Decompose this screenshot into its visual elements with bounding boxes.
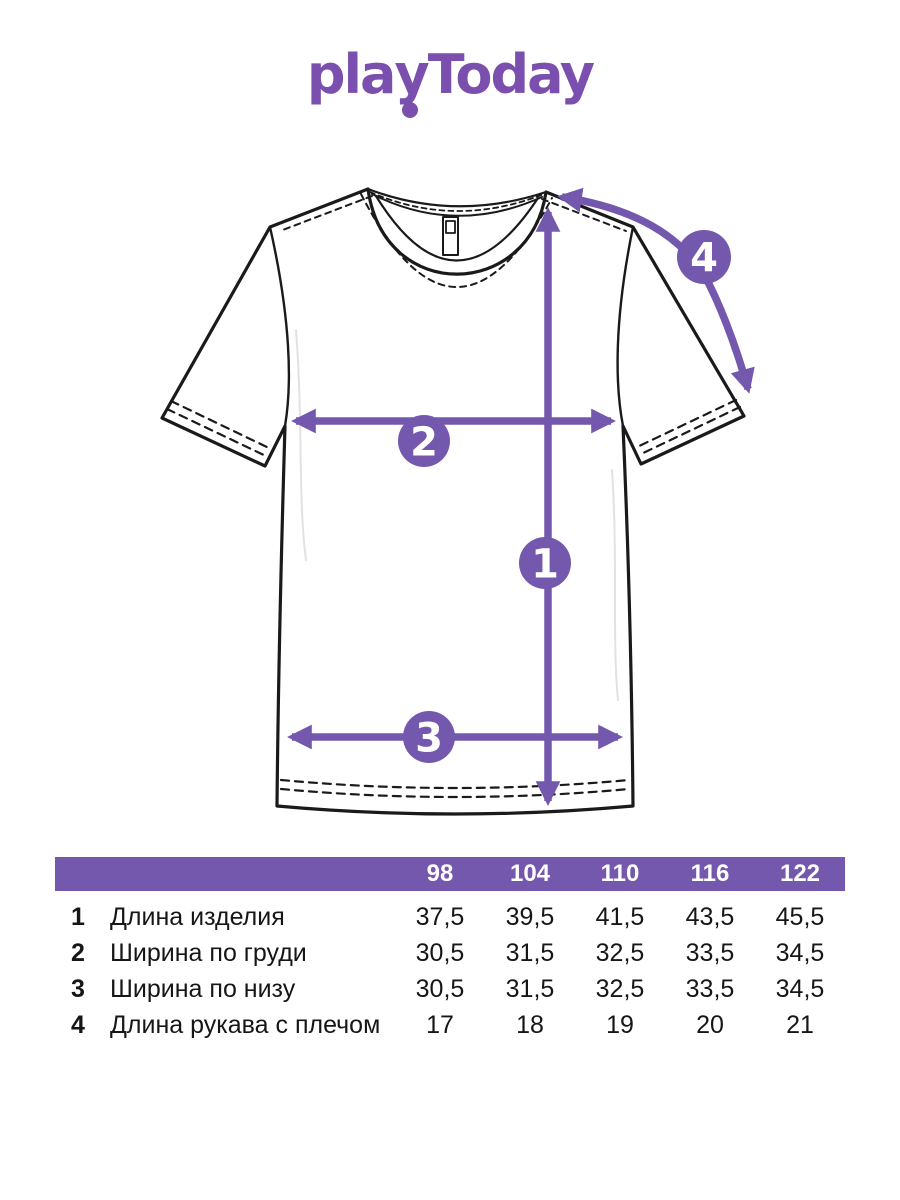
size-column-header: 116 xyxy=(690,860,730,887)
badge-1-label: 1 xyxy=(531,541,559,587)
bottom-hem-stitches xyxy=(279,778,631,799)
collar xyxy=(360,187,553,288)
tshirt-measurement-diagram: 1 2 3 4 xyxy=(0,150,900,850)
row-value: 21 xyxy=(786,1010,814,1039)
row-value: 41,5 xyxy=(595,902,645,931)
table-row-sleeve-length: 4 Длина рукава с плечом 17 18 19 20 21 xyxy=(55,1007,845,1043)
row-value: 31,5 xyxy=(505,938,555,967)
brand-logo-y-with-dot-icon: y xyxy=(394,43,430,118)
row-label: Длина рукава с плечом xyxy=(110,1010,381,1039)
row-value: 18 xyxy=(516,1010,544,1039)
badge-4: 4 xyxy=(677,230,731,284)
table-row-bottom-width: 3 Ширина по низу 30,5 31,5 32,5 33,5 34,… xyxy=(55,971,845,1007)
badge-3: 3 xyxy=(403,711,455,763)
row-value: 31,5 xyxy=(505,974,555,1003)
row-number: 4 xyxy=(71,1010,85,1039)
row-value: 33,5 xyxy=(685,974,735,1003)
brand-logo: playToday xyxy=(0,43,900,118)
badge-3-label: 3 xyxy=(415,715,443,761)
row-value: 39,5 xyxy=(505,902,555,931)
left-armhole-seam xyxy=(268,225,291,428)
row-number: 1 xyxy=(71,902,85,931)
table-row-chest-width: 2 Ширина по груди 30,5 31,5 32,5 33,5 34… xyxy=(55,935,845,971)
row-value: 34,5 xyxy=(775,974,825,1003)
size-table-header: 98 104 110 116 122 xyxy=(55,857,845,891)
row-value: 43,5 xyxy=(685,902,735,931)
row-value: 20 xyxy=(696,1010,724,1039)
size-column-header: 98 xyxy=(426,860,454,887)
tshirt-outline xyxy=(160,187,746,816)
left-shoulder-stitch xyxy=(279,195,373,232)
sleeve-hem-stitches xyxy=(165,398,742,459)
neck-tag xyxy=(442,216,459,256)
row-value: 32,5 xyxy=(595,938,645,967)
size-table: 98 104 110 116 122 1 Длина изделия 37,5 … xyxy=(55,857,845,1043)
row-number: 3 xyxy=(71,974,85,1003)
size-column-header: 104 xyxy=(509,860,551,887)
badge-2-label: 2 xyxy=(410,419,438,465)
row-value: 34,5 xyxy=(775,938,825,967)
badge-4-label: 4 xyxy=(690,235,718,281)
row-label: Ширина по груди xyxy=(110,938,307,967)
row-value: 17 xyxy=(426,1010,454,1039)
badge-2: 2 xyxy=(398,415,450,467)
row-value: 30,5 xyxy=(415,974,465,1003)
row-value: 33,5 xyxy=(685,938,735,967)
row-value: 32,5 xyxy=(595,974,645,1003)
size-column-header: 122 xyxy=(779,860,821,887)
row-label: Ширина по низу xyxy=(110,974,296,1003)
brand-logo-text-left: pla xyxy=(306,43,397,106)
row-number: 2 xyxy=(71,938,85,967)
table-row-length: 1 Длина изделия 37,5 39,5 41,5 43,5 45,5 xyxy=(55,899,845,935)
tshirt-diagram-svg: 1 2 3 4 xyxy=(160,187,755,816)
size-column-header: 110 xyxy=(600,860,640,887)
tshirt-silhouette xyxy=(160,187,746,816)
row-value: 37,5 xyxy=(415,902,465,931)
row-value: 30,5 xyxy=(415,938,465,967)
row-label: Длина изделия xyxy=(110,902,285,931)
row-value: 45,5 xyxy=(775,902,825,931)
brand-logo-text-right: Today xyxy=(427,43,595,106)
measurement-badges: 1 2 3 4 xyxy=(398,230,731,763)
badge-1: 1 xyxy=(519,537,571,589)
row-value: 19 xyxy=(606,1010,634,1039)
